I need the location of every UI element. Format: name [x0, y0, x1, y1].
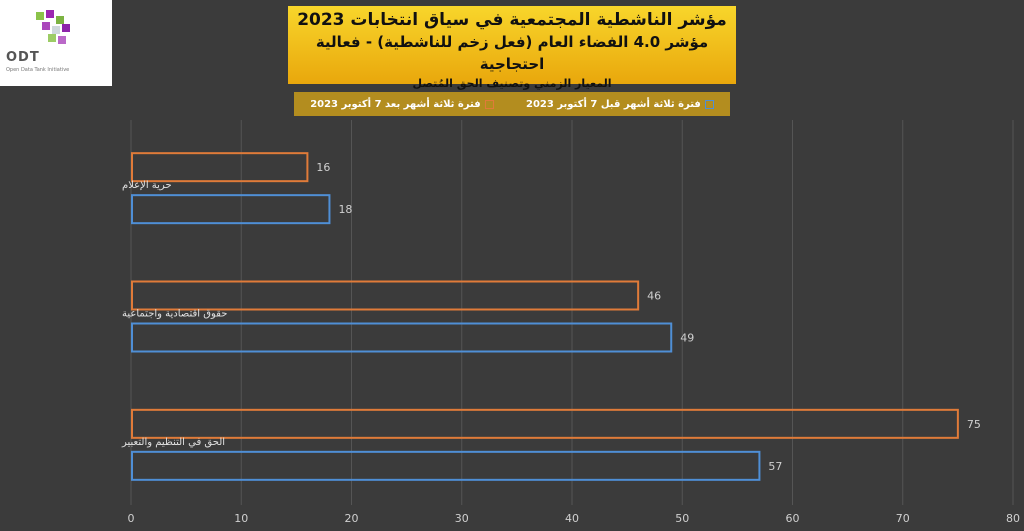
x-tick-label: 80 [1006, 512, 1020, 525]
legend-label-before: فترة ثلاثة أشهر قبل 7 أكتوبر 2023 [525, 98, 701, 110]
data-label: 18 [338, 203, 352, 216]
bar [131, 322, 673, 353]
legend-item-before: فترة ثلاثة أشهر قبل 7 أكتوبر 2023 [526, 99, 714, 110]
bar [131, 408, 959, 439]
legend-label-after: فترة ثلاثة أشهر بعد 7 أكتوبر 2023 [310, 98, 481, 110]
data-label: 57 [768, 460, 782, 473]
x-tick-label: 10 [234, 512, 248, 525]
bar [131, 152, 309, 183]
category-label: حرية الإعلام [122, 180, 172, 191]
logo: ODT Open Data Tank Initiative [0, 0, 112, 86]
data-label: 75 [967, 418, 981, 431]
legend: فترة ثلاثة أشهر قبل 7 أكتوبر 2023 فترة ث… [294, 92, 730, 116]
bar [131, 280, 640, 311]
x-tick-label: 20 [345, 512, 359, 525]
logo-cubes-icon [36, 10, 70, 44]
legend-item-after: فترة ثلاثة أشهر بعد 7 أكتوبر 2023 [310, 98, 494, 110]
data-label: 16 [316, 161, 330, 174]
x-tick-label: 0 [128, 512, 135, 525]
chart-subtitle-2: المعيار الزمني وتصنيف الحق المُتصل [412, 77, 612, 90]
legend-swatch-after [484, 99, 494, 109]
category-label: حقوق اقتصادية واجتماعية [122, 309, 227, 320]
logo-text: ODT [6, 50, 40, 65]
x-tick-label: 60 [786, 512, 800, 525]
bar [131, 194, 331, 225]
chart-subtitle: مؤشر 4.0 الفضاء العام (فعل زخم للناشطية)… [315, 33, 709, 73]
category-label: الحق في التنظيم والتعبير [121, 437, 225, 448]
bar [131, 450, 761, 481]
logo-subtitle: Open Data Tank Initiative [6, 67, 70, 73]
x-tick-label: 40 [565, 512, 579, 525]
x-tick-label: 30 [455, 512, 469, 525]
x-tick-label: 50 [675, 512, 689, 525]
data-label: 46 [647, 290, 661, 303]
data-label: 49 [680, 332, 694, 345]
chart-title: مؤشر الناشطية المجتمعية في سياق انتخابات… [297, 10, 727, 30]
legend-swatch-before [704, 99, 714, 109]
chart-title-box: مؤشر الناشطية المجتمعية في سياق انتخابات… [288, 6, 736, 90]
x-tick-label: 70 [896, 512, 910, 525]
